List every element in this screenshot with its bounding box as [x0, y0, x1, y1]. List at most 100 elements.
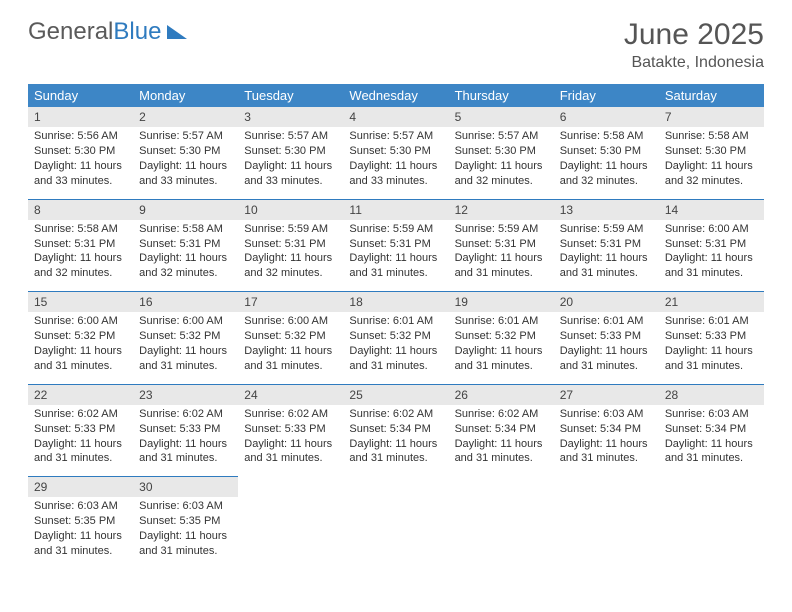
calendar-cell: 24Sunrise: 6:02 AMSunset: 5:33 PMDayligh… — [238, 384, 343, 477]
day-body: Sunrise: 5:58 AMSunset: 5:30 PMDaylight:… — [659, 127, 764, 198]
day-body: Sunrise: 6:01 AMSunset: 5:32 PMDaylight:… — [343, 312, 448, 383]
sunrise-line: Sunrise: 6:02 AM — [139, 407, 232, 422]
day-number: 11 — [343, 200, 448, 220]
sunrise-line: Sunrise: 5:59 AM — [349, 222, 442, 237]
sunrise-line: Sunrise: 6:01 AM — [349, 314, 442, 329]
calendar-cell: 20Sunrise: 6:01 AMSunset: 5:33 PMDayligh… — [554, 292, 659, 385]
logo-text-blue: Blue — [113, 18, 161, 46]
calendar-cell: 23Sunrise: 6:02 AMSunset: 5:33 PMDayligh… — [133, 384, 238, 477]
col-sunday: Sunday — [28, 84, 133, 107]
sunrise-line: Sunrise: 6:02 AM — [244, 407, 337, 422]
daylight-line: Daylight: 11 hours and 31 minutes. — [139, 344, 232, 374]
sunset-line: Sunset: 5:32 PM — [34, 329, 127, 344]
day-body: Sunrise: 6:01 AMSunset: 5:32 PMDaylight:… — [449, 312, 554, 383]
sunrise-line: Sunrise: 5:57 AM — [244, 129, 337, 144]
sunset-line: Sunset: 5:34 PM — [455, 422, 548, 437]
col-friday: Friday — [554, 84, 659, 107]
daylight-line: Daylight: 11 hours and 33 minutes. — [349, 159, 442, 189]
day-body: Sunrise: 6:01 AMSunset: 5:33 PMDaylight:… — [554, 312, 659, 383]
calendar-cell: 2Sunrise: 5:57 AMSunset: 5:30 PMDaylight… — [133, 107, 238, 199]
weekday-header-row: Sunday Monday Tuesday Wednesday Thursday… — [28, 84, 764, 107]
daylight-line: Daylight: 11 hours and 31 minutes. — [244, 437, 337, 467]
sunrise-line: Sunrise: 6:03 AM — [560, 407, 653, 422]
sunrise-line: Sunrise: 6:03 AM — [665, 407, 758, 422]
day-number: 3 — [238, 107, 343, 127]
calendar-cell: 27Sunrise: 6:03 AMSunset: 5:34 PMDayligh… — [554, 384, 659, 477]
logo: GeneralBlue — [28, 18, 187, 46]
calendar-cell: 21Sunrise: 6:01 AMSunset: 5:33 PMDayligh… — [659, 292, 764, 385]
sunrise-line: Sunrise: 5:59 AM — [455, 222, 548, 237]
logo-text-general: General — [28, 18, 113, 46]
day-number: 5 — [449, 107, 554, 127]
sunset-line: Sunset: 5:31 PM — [455, 237, 548, 252]
sunrise-line: Sunrise: 6:01 AM — [455, 314, 548, 329]
day-body: Sunrise: 6:03 AMSunset: 5:34 PMDaylight:… — [554, 405, 659, 476]
sunset-line: Sunset: 5:31 PM — [139, 237, 232, 252]
calendar-cell: 19Sunrise: 6:01 AMSunset: 5:32 PMDayligh… — [449, 292, 554, 385]
sunset-line: Sunset: 5:32 PM — [139, 329, 232, 344]
day-number: 17 — [238, 292, 343, 312]
calendar-cell: 22Sunrise: 6:02 AMSunset: 5:33 PMDayligh… — [28, 384, 133, 477]
location-label: Batakte, Indonesia — [624, 54, 764, 72]
daylight-line: Daylight: 11 hours and 31 minutes. — [34, 529, 127, 559]
calendar-row: 22Sunrise: 6:02 AMSunset: 5:33 PMDayligh… — [28, 384, 764, 477]
day-body: Sunrise: 6:02 AMSunset: 5:33 PMDaylight:… — [133, 405, 238, 476]
day-number: 8 — [28, 200, 133, 220]
calendar-cell: 3Sunrise: 5:57 AMSunset: 5:30 PMDaylight… — [238, 107, 343, 199]
sunrise-line: Sunrise: 5:57 AM — [455, 129, 548, 144]
day-number: 25 — [343, 385, 448, 405]
daylight-line: Daylight: 11 hours and 31 minutes. — [139, 437, 232, 467]
sunset-line: Sunset: 5:33 PM — [665, 329, 758, 344]
col-wednesday: Wednesday — [343, 84, 448, 107]
calendar-cell: 8Sunrise: 5:58 AMSunset: 5:31 PMDaylight… — [28, 199, 133, 292]
sunrise-line: Sunrise: 5:58 AM — [665, 129, 758, 144]
sunset-line: Sunset: 5:30 PM — [455, 144, 548, 159]
day-body: Sunrise: 5:56 AMSunset: 5:30 PMDaylight:… — [28, 127, 133, 198]
sunset-line: Sunset: 5:31 PM — [244, 237, 337, 252]
daylight-line: Daylight: 11 hours and 33 minutes. — [244, 159, 337, 189]
sunset-line: Sunset: 5:30 PM — [665, 144, 758, 159]
calendar-cell: 9Sunrise: 5:58 AMSunset: 5:31 PMDaylight… — [133, 199, 238, 292]
sunrise-line: Sunrise: 6:03 AM — [34, 499, 127, 514]
sunrise-line: Sunrise: 6:01 AM — [665, 314, 758, 329]
page-title: June 2025 — [624, 18, 764, 52]
daylight-line: Daylight: 11 hours and 31 minutes. — [455, 251, 548, 281]
day-body: Sunrise: 6:03 AMSunset: 5:35 PMDaylight:… — [133, 497, 238, 568]
sunrise-line: Sunrise: 5:56 AM — [34, 129, 127, 144]
sunset-line: Sunset: 5:30 PM — [349, 144, 442, 159]
sunset-line: Sunset: 5:30 PM — [139, 144, 232, 159]
day-body: Sunrise: 5:59 AMSunset: 5:31 PMDaylight:… — [449, 220, 554, 291]
sunset-line: Sunset: 5:31 PM — [665, 237, 758, 252]
calendar-cell — [343, 477, 448, 569]
sunset-line: Sunset: 5:32 PM — [244, 329, 337, 344]
sunrise-line: Sunrise: 6:00 AM — [139, 314, 232, 329]
day-body: Sunrise: 5:59 AMSunset: 5:31 PMDaylight:… — [343, 220, 448, 291]
day-number: 23 — [133, 385, 238, 405]
day-body: Sunrise: 5:59 AMSunset: 5:31 PMDaylight:… — [554, 220, 659, 291]
calendar-cell: 28Sunrise: 6:03 AMSunset: 5:34 PMDayligh… — [659, 384, 764, 477]
calendar-cell: 14Sunrise: 6:00 AMSunset: 5:31 PMDayligh… — [659, 199, 764, 292]
day-number: 9 — [133, 200, 238, 220]
sunset-line: Sunset: 5:33 PM — [560, 329, 653, 344]
daylight-line: Daylight: 11 hours and 31 minutes. — [560, 251, 653, 281]
daylight-line: Daylight: 11 hours and 31 minutes. — [34, 344, 127, 374]
day-number: 15 — [28, 292, 133, 312]
sunset-line: Sunset: 5:30 PM — [560, 144, 653, 159]
calendar-cell: 16Sunrise: 6:00 AMSunset: 5:32 PMDayligh… — [133, 292, 238, 385]
col-saturday: Saturday — [659, 84, 764, 107]
calendar-cell: 13Sunrise: 5:59 AMSunset: 5:31 PMDayligh… — [554, 199, 659, 292]
sunset-line: Sunset: 5:34 PM — [665, 422, 758, 437]
daylight-line: Daylight: 11 hours and 31 minutes. — [560, 437, 653, 467]
day-body: Sunrise: 6:00 AMSunset: 5:31 PMDaylight:… — [659, 220, 764, 291]
day-body: Sunrise: 5:57 AMSunset: 5:30 PMDaylight:… — [238, 127, 343, 198]
day-body: Sunrise: 6:02 AMSunset: 5:34 PMDaylight:… — [343, 405, 448, 476]
sunset-line: Sunset: 5:30 PM — [244, 144, 337, 159]
day-number: 21 — [659, 292, 764, 312]
daylight-line: Daylight: 11 hours and 31 minutes. — [349, 437, 442, 467]
calendar-cell — [659, 477, 764, 569]
sunrise-line: Sunrise: 6:01 AM — [560, 314, 653, 329]
daylight-line: Daylight: 11 hours and 31 minutes. — [455, 437, 548, 467]
sunset-line: Sunset: 5:35 PM — [139, 514, 232, 529]
sunset-line: Sunset: 5:31 PM — [34, 237, 127, 252]
calendar-cell: 5Sunrise: 5:57 AMSunset: 5:30 PMDaylight… — [449, 107, 554, 199]
